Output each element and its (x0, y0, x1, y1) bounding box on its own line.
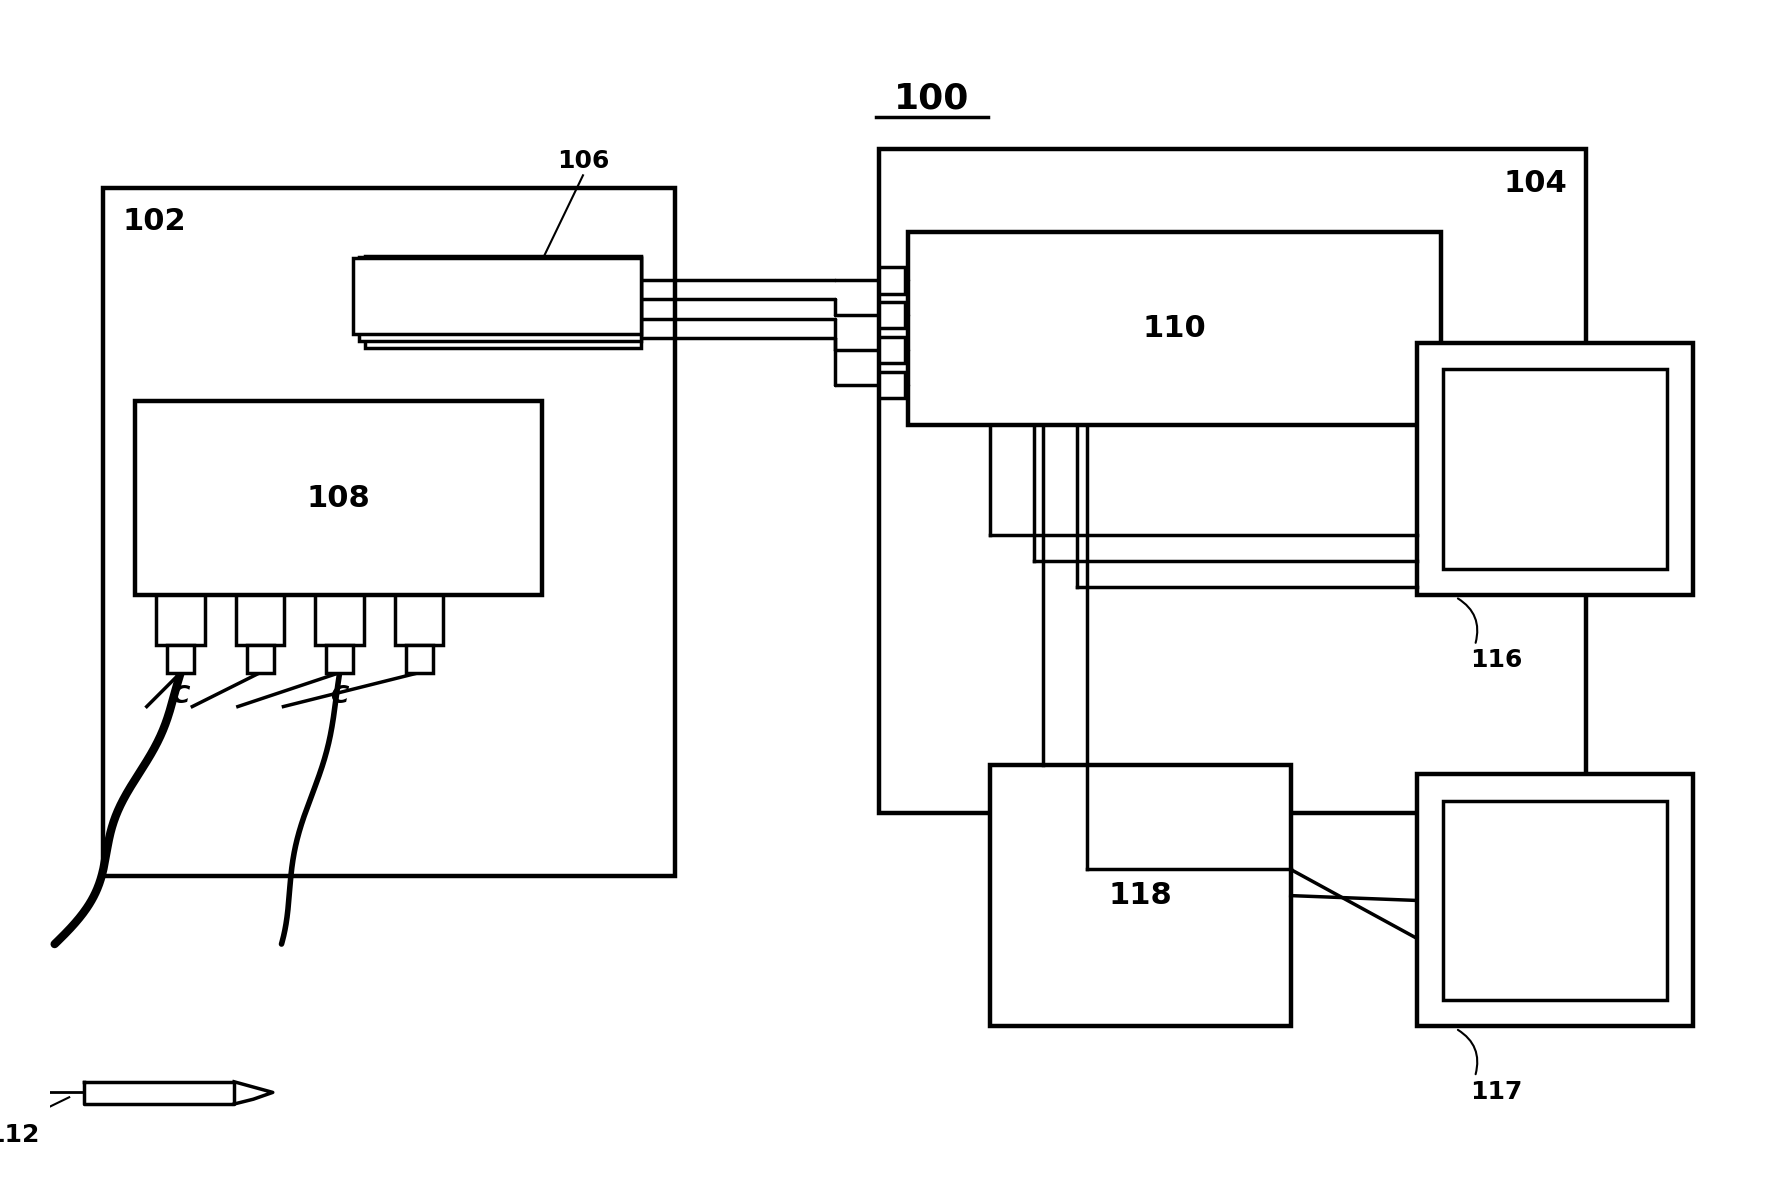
Bar (396, 595, 443, 645)
Bar (237, 595, 284, 645)
Bar (879, 149, 1586, 814)
Bar (327, 645, 353, 673)
Polygon shape (83, 1081, 235, 1104)
Bar (102, 188, 675, 876)
Bar (157, 595, 205, 645)
Text: 110: 110 (1143, 314, 1206, 343)
Text: 118: 118 (1109, 881, 1173, 911)
Bar (1443, 369, 1667, 569)
Text: C: C (330, 685, 350, 709)
Bar (366, 256, 641, 348)
Text: 108: 108 (307, 484, 371, 513)
Text: C: C (171, 685, 191, 709)
Bar (168, 645, 194, 673)
Bar (1416, 343, 1694, 595)
Bar (353, 258, 641, 335)
Bar (991, 765, 1291, 1027)
Bar (136, 402, 542, 595)
Text: 100: 100 (894, 81, 970, 115)
Bar (879, 268, 904, 294)
Bar (879, 372, 904, 398)
Text: 104: 104 (1503, 168, 1566, 197)
Text: 112: 112 (0, 1123, 39, 1147)
Bar (908, 232, 1441, 425)
Bar (358, 257, 641, 341)
Bar (1416, 774, 1694, 1027)
Polygon shape (235, 1081, 272, 1104)
Bar (879, 337, 904, 363)
Bar (316, 595, 364, 645)
Bar (247, 645, 274, 673)
Text: 117: 117 (1469, 1080, 1522, 1104)
Bar (1443, 801, 1667, 1000)
Text: 116: 116 (1469, 649, 1522, 673)
Bar (406, 645, 433, 673)
Bar (879, 302, 904, 329)
Text: 106: 106 (556, 149, 609, 173)
Text: 102: 102 (122, 207, 185, 237)
